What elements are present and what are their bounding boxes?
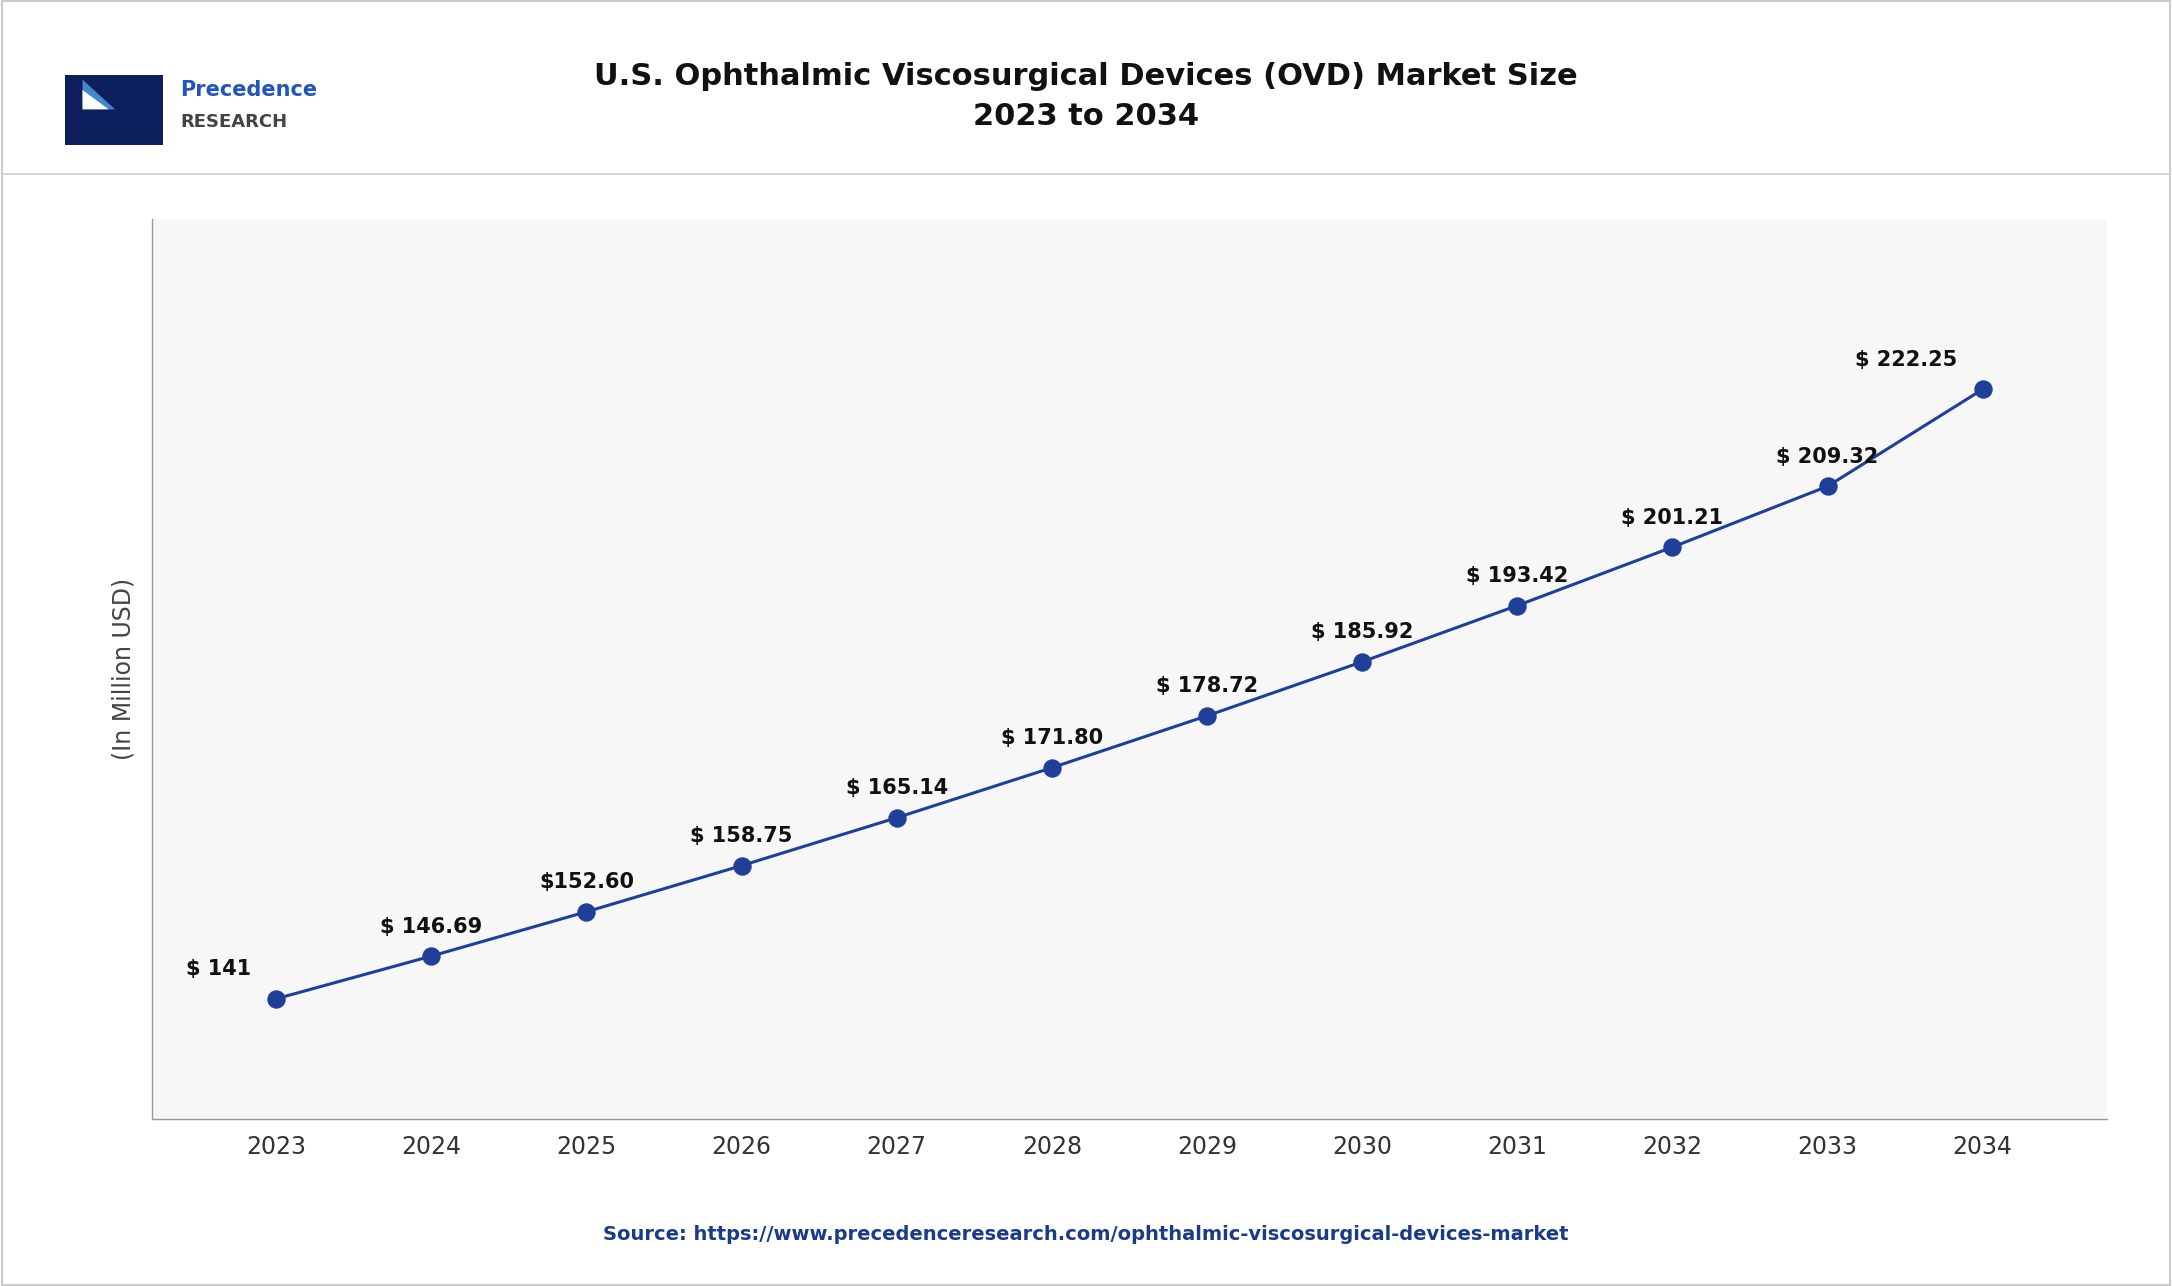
Point [723,855,758,876]
Point [1190,706,1225,727]
Text: $ 146.69: $ 146.69 [380,917,482,936]
Point [1655,536,1690,557]
Text: $ 193.42: $ 193.42 [1466,566,1568,586]
Text: $ 201.21: $ 201.21 [1620,508,1725,527]
Text: $ 141: $ 141 [187,959,252,980]
Point [1501,595,1536,616]
Text: Source: https://www.precedenceresearch.com/ophthalmic-viscosurgical-devices-mark: Source: https://www.precedenceresearch.c… [604,1226,1568,1244]
Point [1809,476,1844,496]
Text: Precedence: Precedence [180,80,317,100]
Y-axis label: (In Million USD): (In Million USD) [111,577,135,760]
Point [1966,379,2000,400]
Text: $ 178.72: $ 178.72 [1156,676,1258,697]
Point [1344,652,1379,673]
Text: U.S. Ophthalmic Viscosurgical Devices (OVD) Market Size
2023 to 2034: U.S. Ophthalmic Viscosurgical Devices (O… [595,62,1577,131]
Text: $ 165.14: $ 165.14 [845,778,947,799]
Text: $ 222.25: $ 222.25 [1855,350,1957,370]
Text: $ 158.75: $ 158.75 [691,826,793,846]
Text: $152.60: $152.60 [539,872,634,892]
Text: $ 171.80: $ 171.80 [1001,728,1103,748]
Point [258,989,293,1010]
Point [1034,757,1069,778]
Text: RESEARCH: RESEARCH [180,113,287,131]
Point [415,945,450,966]
Text: $ 185.92: $ 185.92 [1312,622,1414,643]
Point [569,901,604,922]
Point [880,808,914,828]
Text: $ 209.32: $ 209.32 [1777,446,1879,467]
